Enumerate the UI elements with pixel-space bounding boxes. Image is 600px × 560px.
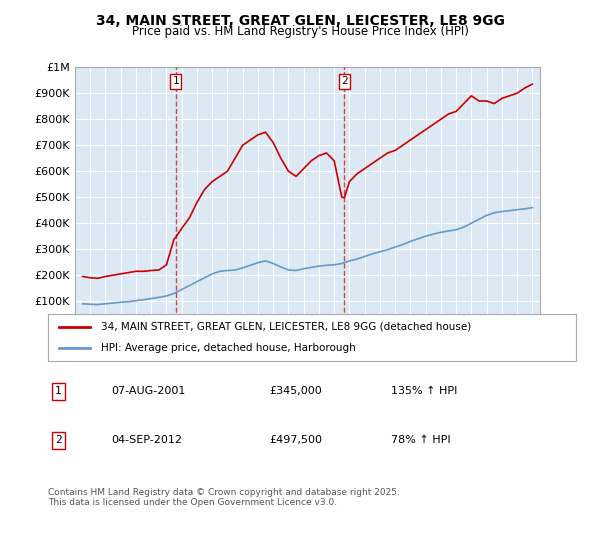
Text: Contains HM Land Registry data © Crown copyright and database right 2025.
This d: Contains HM Land Registry data © Crown c… [48,488,400,507]
Text: HPI: Average price, detached house, Harborough: HPI: Average price, detached house, Harb… [101,343,356,353]
Text: 2: 2 [55,435,62,445]
Text: 1: 1 [172,76,179,86]
Text: £497,500: £497,500 [270,435,323,445]
Text: £345,000: £345,000 [270,386,323,396]
Text: 135% ↑ HPI: 135% ↑ HPI [391,386,458,396]
Text: 34, MAIN STREET, GREAT GLEN, LEICESTER, LE8 9GG: 34, MAIN STREET, GREAT GLEN, LEICESTER, … [95,14,505,28]
Text: 04-SEP-2012: 04-SEP-2012 [112,435,182,445]
Text: Price paid vs. HM Land Registry's House Price Index (HPI): Price paid vs. HM Land Registry's House … [131,25,469,38]
Text: 07-AUG-2001: 07-AUG-2001 [112,386,186,396]
Text: 34, MAIN STREET, GREAT GLEN, LEICESTER, LE8 9GG (detached house): 34, MAIN STREET, GREAT GLEN, LEICESTER, … [101,322,471,332]
Text: 78% ↑ HPI: 78% ↑ HPI [391,435,451,445]
Text: 1: 1 [55,386,62,396]
Text: 2: 2 [341,76,348,86]
